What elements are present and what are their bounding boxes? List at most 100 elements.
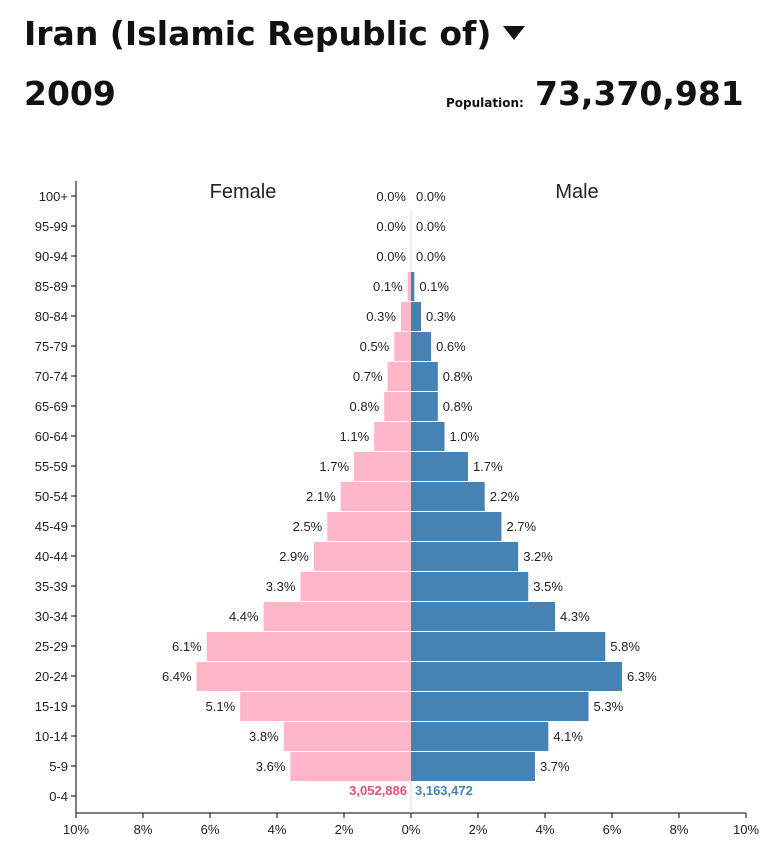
female-bar — [374, 422, 411, 451]
y-tick-label: 30-34 — [35, 609, 68, 624]
male-value-label: 1.0% — [450, 429, 480, 444]
y-tick-label: 10-14 — [35, 729, 68, 744]
male-value-label: 4.3% — [560, 609, 590, 624]
female-bar — [327, 512, 411, 541]
male-value-label: 3.5% — [533, 579, 563, 594]
female-bar — [407, 272, 411, 301]
y-tick-label: 35-39 — [35, 579, 68, 594]
male-value-label: 4.1% — [553, 729, 583, 744]
female-bar — [263, 602, 411, 631]
x-tick-label: 0% — [402, 822, 421, 837]
y-tick-label: 0-4 — [49, 789, 68, 804]
female-value-label: 2.1% — [306, 489, 336, 504]
female-count: 3,052,886 — [349, 783, 407, 798]
male-bar — [411, 572, 529, 601]
female-value-label: 0.8% — [350, 399, 380, 414]
female-value-label: 1.7% — [319, 459, 349, 474]
legend-male: Male — [555, 181, 598, 203]
female-value-label: 0.0% — [376, 249, 406, 264]
male-value-label: 1.7% — [473, 459, 503, 474]
female-bar — [387, 362, 411, 391]
y-tick-label: 90-94 — [35, 249, 68, 264]
y-tick-label: 40-44 — [35, 549, 68, 564]
dropdown-caret-icon[interactable] — [503, 25, 526, 40]
x-tick-label: 6% — [201, 822, 220, 837]
female-value-label: 0.1% — [373, 279, 403, 294]
y-tick-label: 20-24 — [35, 669, 68, 684]
female-bar — [283, 722, 411, 751]
male-value-label: 6.3% — [627, 669, 657, 684]
x-tick-label: 4% — [268, 822, 287, 837]
male-bar — [411, 722, 549, 751]
x-tick-label: 10% — [63, 822, 89, 837]
male-value-label: 0.6% — [436, 339, 466, 354]
female-value-label: 6.4% — [162, 669, 192, 684]
male-bar — [411, 482, 485, 511]
x-tick-label: 4% — [536, 822, 555, 837]
male-bar — [411, 392, 438, 421]
male-value-label: 0.0% — [416, 249, 446, 264]
female-value-label: 2.5% — [293, 519, 323, 534]
female-value-label: 4.4% — [229, 609, 259, 624]
female-value-label: 0.0% — [376, 219, 406, 234]
female-value-label: 1.1% — [340, 429, 370, 444]
male-value-label: 2.2% — [490, 489, 520, 504]
female-bar — [354, 452, 411, 481]
male-value-label: 3.7% — [540, 759, 570, 774]
male-value-label: 2.7% — [506, 519, 536, 534]
male-value-label: 3.2% — [523, 549, 553, 564]
y-tick-label: 85-89 — [35, 279, 68, 294]
male-count: 3,163,472 — [415, 783, 473, 798]
y-tick-label: 50-54 — [35, 489, 68, 504]
country-selector[interactable]: Iran (Islamic Republic of) — [24, 14, 526, 53]
y-tick-label: 75-79 — [35, 339, 68, 354]
female-bar — [384, 392, 411, 421]
y-tick-label: 95-99 — [35, 219, 68, 234]
x-tick-label: 6% — [603, 822, 622, 837]
population-label: Population: — [446, 96, 524, 110]
x-tick-label: 2% — [335, 822, 354, 837]
y-tick-label: 100+ — [39, 189, 68, 204]
x-tick-label: 10% — [733, 822, 759, 837]
male-bar — [411, 302, 422, 331]
male-bar — [411, 752, 535, 781]
male-bar — [411, 632, 606, 661]
male-bar — [411, 362, 438, 391]
female-bar — [196, 662, 411, 691]
male-value-label: 0.3% — [426, 309, 456, 324]
female-bar — [313, 542, 411, 571]
legend-female: Female — [210, 181, 277, 203]
y-tick-label: 15-19 — [35, 699, 68, 714]
female-bar — [400, 302, 411, 331]
male-value-label: 0.8% — [443, 399, 473, 414]
female-value-label: 0.7% — [353, 369, 383, 384]
country-name: Iran (Islamic Republic of) — [24, 14, 492, 53]
female-bar — [340, 482, 411, 511]
male-bar — [411, 602, 556, 631]
population-value: 73,370,981 — [535, 74, 744, 113]
male-value-label: 0.0% — [416, 189, 446, 204]
male-bar — [411, 452, 468, 481]
male-bar — [411, 662, 623, 691]
female-value-label: 0.3% — [366, 309, 396, 324]
y-tick-label: 55-59 — [35, 459, 68, 474]
male-value-label: 5.8% — [610, 639, 640, 654]
male-bar — [411, 332, 432, 361]
female-value-label: 3.8% — [249, 729, 279, 744]
male-bar — [411, 692, 589, 721]
female-bar — [394, 332, 411, 361]
female-value-label: 5.1% — [206, 699, 236, 714]
y-tick-label: 60-64 — [35, 429, 68, 444]
male-bar — [411, 272, 415, 301]
male-bar — [411, 512, 502, 541]
male-value-label: 5.3% — [594, 699, 624, 714]
y-tick-label: 70-74 — [35, 369, 68, 384]
male-bar — [411, 542, 519, 571]
x-tick-label: 2% — [469, 822, 488, 837]
male-value-label: 0.1% — [419, 279, 449, 294]
x-tick-label: 8% — [670, 822, 689, 837]
male-value-label: 0.8% — [443, 369, 473, 384]
year-label: 2009 — [24, 74, 116, 113]
female-value-label: 3.3% — [266, 579, 296, 594]
